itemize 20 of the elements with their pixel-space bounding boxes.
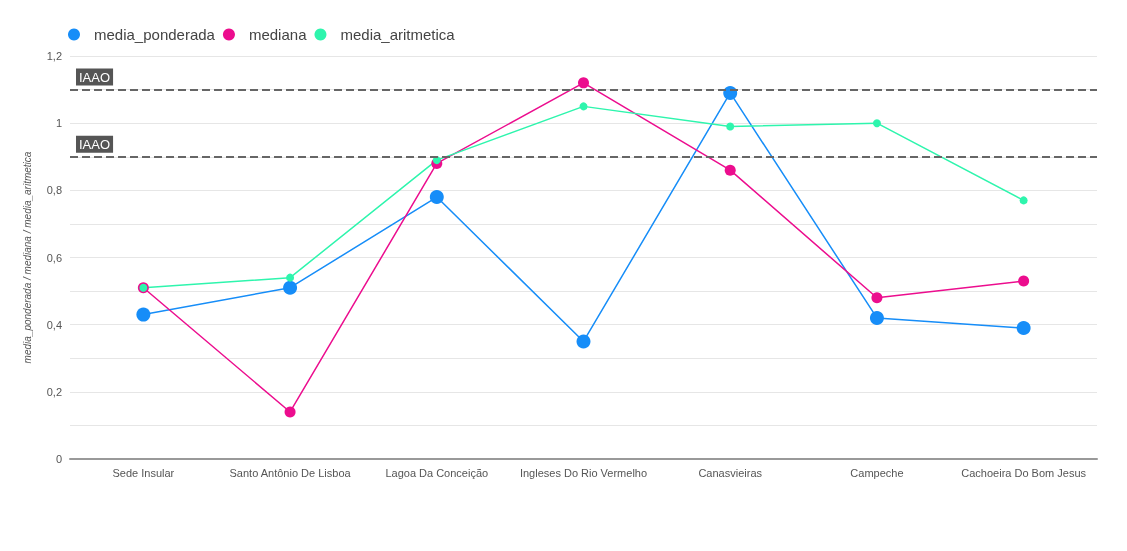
y-tick-label: 0,4 xyxy=(46,318,62,331)
ref-line-label: IAAO xyxy=(79,69,111,85)
y-axis-title: media_ponderada / mediana / media_aritmetica xyxy=(21,151,33,364)
y-tick-label: 1,2 xyxy=(46,50,62,62)
y-tick-label: 0 xyxy=(55,453,62,465)
ref-line-label: IAAO xyxy=(79,136,111,152)
x-tick-label: Canasvieiras xyxy=(698,466,763,479)
legend-label: media_ponderada xyxy=(94,26,216,43)
y-tick-label: 0,2 xyxy=(46,385,62,398)
x-tick-label: Sede Insular xyxy=(112,466,175,479)
legend-label: media_aritmetica xyxy=(340,26,456,43)
y-tick-label: 0,6 xyxy=(46,251,62,264)
x-tick-label: Lagoa Da Conceição xyxy=(385,466,489,479)
x-tick-label: Ingleses Do Rio Vermelho xyxy=(519,466,648,479)
x-tick-label: Campeche xyxy=(850,466,904,479)
legend-label: mediana xyxy=(248,26,308,43)
y-tick-label: 1 xyxy=(55,117,62,130)
y-tick-label: 0,8 xyxy=(46,184,62,197)
x-tick-label: Santo Antônio De Lisboa xyxy=(229,466,352,479)
x-tick-label: Cachoeira Do Bom Jesus xyxy=(961,466,1087,479)
